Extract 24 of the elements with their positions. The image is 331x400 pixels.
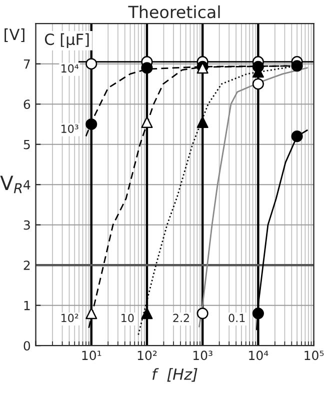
- y-tick-label: 7: [24, 59, 30, 69]
- y-tick-label: 5: [24, 140, 30, 150]
- x-axis-title: f [Hz]: [152, 368, 198, 382]
- y-tick-label: 0: [24, 341, 30, 351]
- x-tick-label: 10¹: [82, 350, 102, 360]
- x-tick-label: 10⁴: [249, 350, 268, 360]
- y-tick-label: 1: [24, 300, 30, 310]
- series-label: 0.1: [228, 314, 245, 322]
- series-label: 10⁴: [61, 64, 79, 73]
- series-label: 10: [122, 314, 134, 322]
- series-label: 2.2: [173, 314, 189, 322]
- x-tick-label: 10³: [193, 350, 212, 360]
- y-tick-label: 3: [24, 220, 30, 230]
- chart-title: Theoretical: [128, 5, 220, 18]
- x-tick-label: 10⁵: [304, 350, 324, 360]
- series-label: 10³: [61, 124, 78, 134]
- annotation: C [µF]: [44, 33, 89, 48]
- text: [V]: [4, 28, 24, 42]
- y-tick-label: 6: [24, 100, 30, 110]
- x-tick-label: 10²: [138, 350, 157, 360]
- series-label: 10²: [61, 314, 78, 322]
- y-tick-label: 2: [24, 260, 30, 270]
- y-axis-title: V$_{R}$: [0, 176, 22, 194]
- y-tick-label: 4: [24, 180, 30, 190]
